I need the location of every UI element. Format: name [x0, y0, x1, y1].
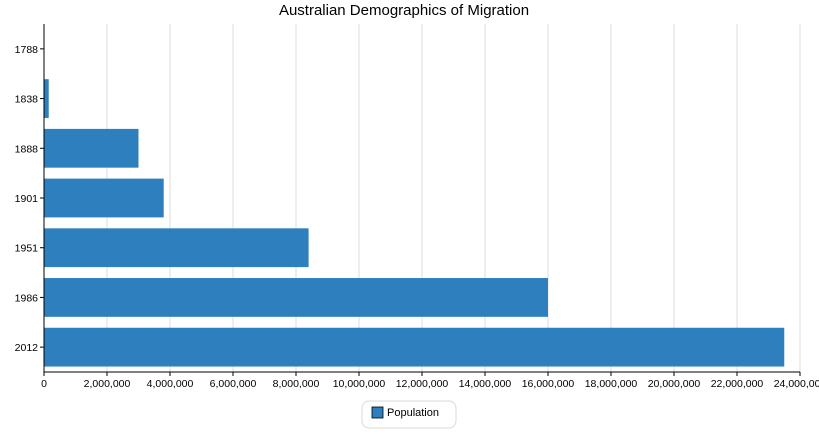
- x-tick-label: 8,000,000: [273, 378, 320, 390]
- bar-1888[interactable]: [44, 128, 139, 168]
- y-tick-label: 2012: [15, 342, 39, 354]
- bar-1951[interactable]: [44, 228, 309, 268]
- y-tick-label: 1888: [15, 143, 39, 155]
- bar-1986[interactable]: [44, 278, 548, 317]
- x-tick-label: 12,000,000: [396, 378, 449, 390]
- bar-1901[interactable]: [44, 178, 164, 218]
- y-tick-label: 1788: [15, 44, 39, 56]
- grid-lines: [106, 24, 801, 372]
- legend-label-population: Population: [387, 407, 439, 419]
- x-tick-label: 18,000,000: [585, 378, 638, 390]
- x-tick-label: 10,000,000: [333, 378, 386, 390]
- x-tick-label: 4,000,000: [147, 378, 194, 390]
- x-tick-label: 16,000,000: [522, 378, 575, 390]
- x-tick-label: 22,000,000: [711, 378, 764, 390]
- x-tick-label: 14,000,000: [459, 378, 512, 390]
- x-tick-label: 24,000,000: [774, 378, 819, 390]
- y-tick-label: 1901: [15, 193, 39, 205]
- bars: [44, 29, 785, 367]
- legend-box: [361, 400, 457, 429]
- x-tick-label: 20,000,000: [648, 378, 701, 390]
- x-tick-label: 0: [41, 378, 47, 390]
- x-tick-label: 6,000,000: [210, 378, 257, 390]
- axes: 0 2,000,000 4,000,000 6,000,000 8,000,000 10,…: [15, 24, 819, 390]
- chart-title: Australian Demographics of Migration: [279, 2, 529, 19]
- bar-2012[interactable]: [44, 327, 785, 367]
- legend[interactable]: Population: [361, 400, 457, 429]
- y-tick-label: 1986: [15, 292, 39, 304]
- y-tick-label: 1838: [15, 94, 39, 106]
- bar-1838[interactable]: [44, 79, 49, 118]
- y-tick-label: 1951: [15, 243, 39, 255]
- legend-swatch-population: [371, 406, 384, 419]
- x-tick-label: 2,000,000: [84, 378, 131, 390]
